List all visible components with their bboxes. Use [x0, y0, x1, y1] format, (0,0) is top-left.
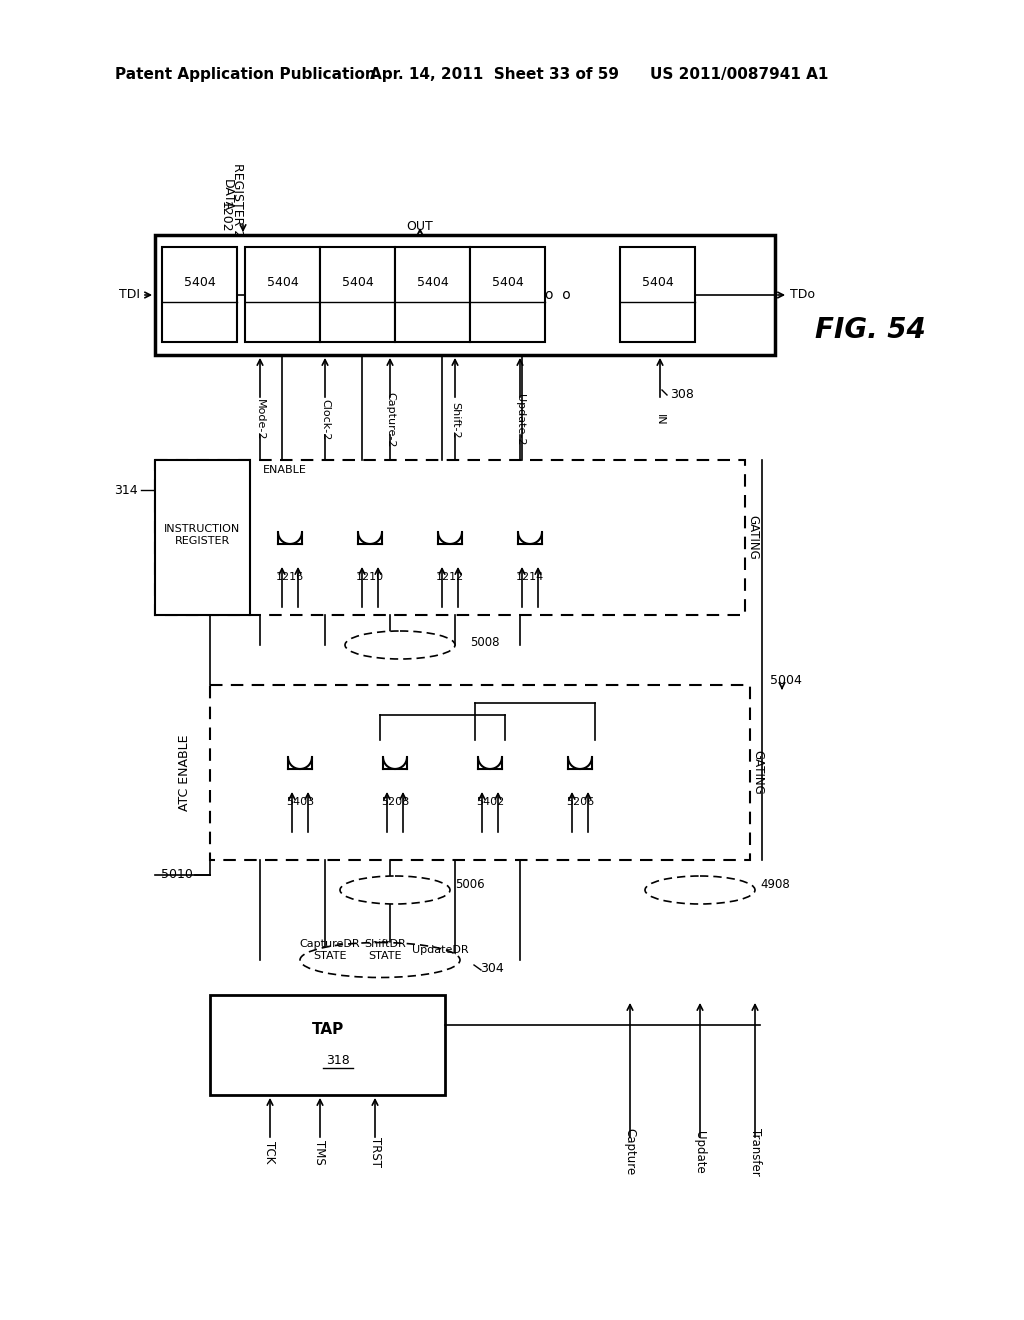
- Text: TDo: TDo: [790, 289, 815, 301]
- Text: 4908: 4908: [760, 879, 790, 891]
- Text: 1210: 1210: [356, 572, 384, 582]
- Text: 5404: 5404: [492, 276, 523, 289]
- Text: TDI: TDI: [119, 289, 140, 301]
- Bar: [155, 235, 775, 355]
- Text: Capture-2: Capture-2: [385, 392, 395, 447]
- Text: 5404: 5404: [183, 276, 215, 289]
- Text: Mode-2: Mode-2: [255, 399, 265, 441]
- Bar: [155, 459, 250, 615]
- Bar: [245, 247, 319, 342]
- Ellipse shape: [300, 942, 460, 978]
- Text: TRST: TRST: [369, 1137, 382, 1167]
- Text: INSTRUCTION
REGISTER: INSTRUCTION REGISTER: [164, 524, 240, 545]
- Text: 5404: 5404: [417, 276, 449, 289]
- Text: ATC ENABLE: ATC ENABLE: [178, 734, 191, 810]
- Text: REGISTER 2: REGISTER 2: [230, 162, 244, 238]
- Text: Update: Update: [693, 1131, 707, 1173]
- Bar: [319, 247, 395, 342]
- Text: Shift-2: Shift-2: [450, 401, 460, 438]
- Text: 308: 308: [670, 388, 694, 401]
- Bar: [155, 459, 745, 615]
- Text: ShiftDR
STATE: ShiftDR STATE: [365, 940, 406, 961]
- Text: 5402: 5402: [476, 797, 504, 807]
- Text: 5004: 5004: [770, 673, 802, 686]
- Text: 5403: 5403: [286, 797, 314, 807]
- Text: IN: IN: [655, 414, 665, 426]
- Text: CaptureDR
STATE: CaptureDR STATE: [300, 940, 360, 961]
- Text: 5404: 5404: [642, 276, 674, 289]
- Text: 5208: 5208: [381, 797, 410, 807]
- Bar: [210, 995, 445, 1096]
- Text: GATING: GATING: [746, 515, 760, 560]
- Text: 314: 314: [115, 483, 138, 496]
- Bar: [395, 247, 470, 342]
- Bar: [620, 247, 695, 342]
- Text: 5206: 5206: [566, 797, 594, 807]
- Text: 5404: 5404: [342, 276, 374, 289]
- Text: 1212: 1212: [436, 572, 464, 582]
- Text: US 2011/0087941 A1: US 2011/0087941 A1: [650, 67, 828, 82]
- Text: 5404: 5404: [266, 276, 298, 289]
- Text: Patent Application Publication: Patent Application Publication: [115, 67, 376, 82]
- Text: Clock-2: Clock-2: [319, 400, 330, 441]
- Text: TCK: TCK: [263, 1140, 276, 1163]
- Ellipse shape: [645, 876, 755, 904]
- Text: UpdateDR: UpdateDR: [412, 945, 468, 954]
- Ellipse shape: [345, 631, 455, 659]
- Text: 304: 304: [480, 961, 504, 974]
- Text: 5010: 5010: [161, 869, 193, 882]
- Text: TMS: TMS: [313, 1139, 327, 1164]
- Text: DATA: DATA: [220, 180, 233, 211]
- Text: OUT: OUT: [407, 219, 433, 232]
- Text: 5006: 5006: [455, 879, 484, 891]
- Text: TAP: TAP: [311, 1023, 344, 1038]
- Bar: [210, 685, 750, 861]
- Text: GATING: GATING: [752, 750, 765, 795]
- Text: Capture: Capture: [624, 1129, 637, 1176]
- Text: Apr. 14, 2011  Sheet 33 of 59: Apr. 14, 2011 Sheet 33 of 59: [370, 67, 618, 82]
- Text: 1202: 1202: [218, 201, 231, 232]
- Text: 318: 318: [326, 1053, 349, 1067]
- Ellipse shape: [340, 876, 450, 904]
- Text: Update-2: Update-2: [515, 395, 525, 446]
- Bar: [162, 247, 237, 342]
- Text: o  o: o o: [545, 288, 570, 302]
- Text: Transfer: Transfer: [749, 1129, 762, 1176]
- Text: ENABLE: ENABLE: [263, 465, 307, 475]
- Bar: [470, 247, 545, 342]
- Text: 1214: 1214: [516, 572, 544, 582]
- Text: 1216: 1216: [275, 572, 304, 582]
- Text: FIG. 54: FIG. 54: [815, 315, 926, 345]
- Text: 5008: 5008: [470, 635, 500, 648]
